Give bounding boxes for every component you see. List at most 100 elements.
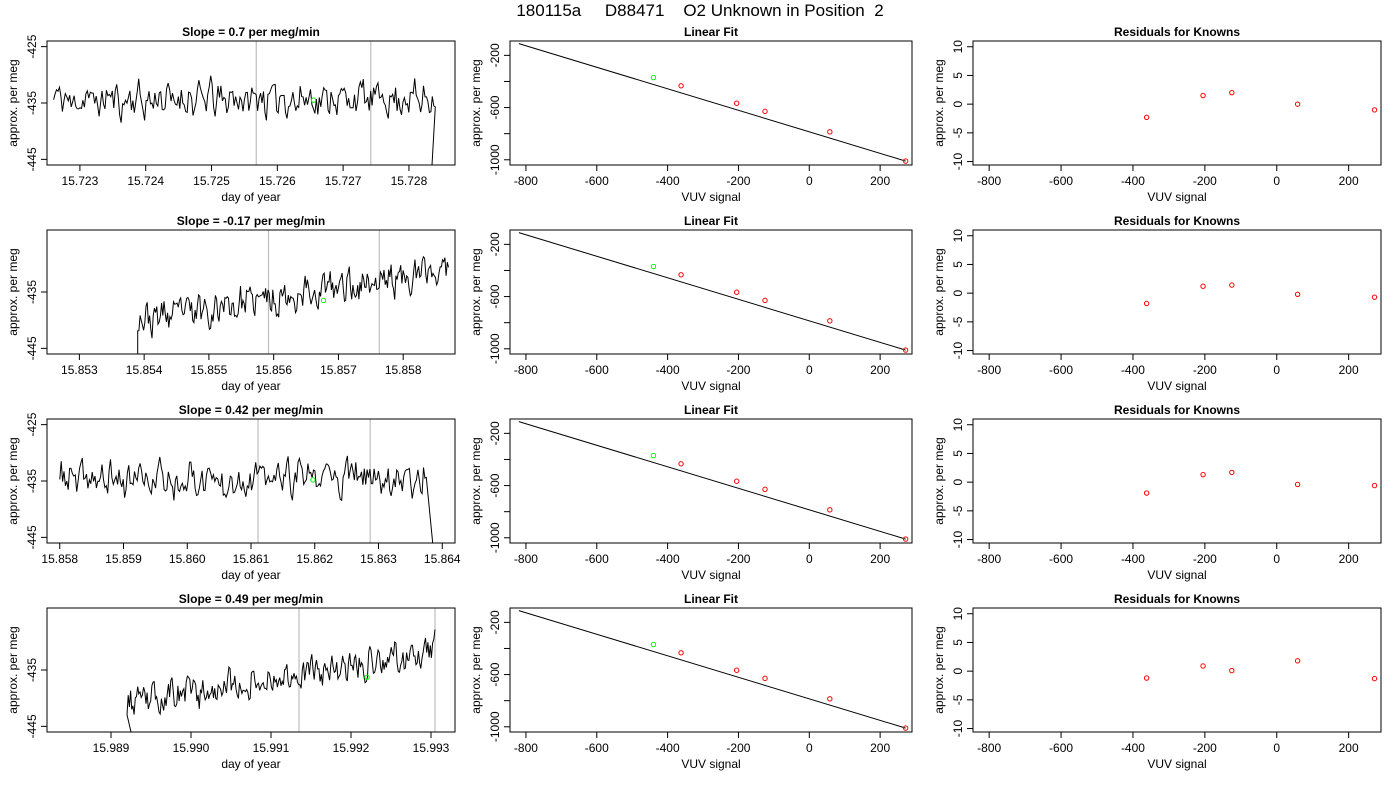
y-tick-label: -600 — [488, 284, 502, 308]
residual-point-marker — [1200, 663, 1206, 669]
plot-area — [518, 610, 909, 731]
y-tick-label: -5 — [951, 694, 965, 705]
y-tick-label: -445 — [25, 714, 39, 738]
x-axis-label: day of year — [221, 190, 280, 204]
chart-panel-time-series: Slope = -0.17 per meg/min day of year appr… — [6, 214, 456, 393]
plot-frame — [46, 418, 456, 544]
unknown-point-marker — [650, 74, 657, 81]
x-axis-label: day of year — [221, 379, 280, 393]
x-tick-label: 15.862 — [296, 552, 333, 566]
x-axis-label: day of year — [221, 568, 280, 582]
time-series-line — [53, 75, 436, 165]
chart-panel-time-series: Slope = 0.7 per meg/min day of year approx… — [6, 25, 456, 204]
x-tick-label: 15.854 — [126, 363, 163, 377]
chart-panel-residuals: Residuals for Knowns VUV signal approx. pe… — [932, 592, 1382, 771]
x-tick-label: -800 — [514, 552, 538, 566]
residual-point-marker — [1200, 471, 1206, 478]
y-axis-label: approx. per meg — [469, 437, 483, 524]
panel-title: Slope = 0.7 per meg/min — [182, 25, 320, 39]
known-point-marker — [762, 675, 768, 682]
residual-point-marker — [1294, 481, 1301, 488]
x-tick-label: -600 — [1049, 174, 1073, 188]
y-tick-label: -1000 — [488, 144, 502, 175]
x-tick-label: -200 — [1193, 552, 1217, 566]
x-tick-label: 15.990 — [173, 741, 210, 755]
y-tick-label: -1000 — [488, 333, 502, 364]
x-tick-label: -600 — [585, 741, 609, 755]
y-axis-label: approx. per meg — [932, 59, 946, 146]
residual-point-marker — [1143, 114, 1150, 121]
residual-point-marker — [1229, 282, 1235, 288]
x-tick-label: 15.858 — [41, 552, 78, 566]
panel-title: Slope = -0.17 per meg/min — [177, 214, 325, 228]
x-axis-label: VUV signal — [681, 757, 740, 771]
y-axis-label: approx. per meg — [932, 626, 946, 713]
y-tick-label: -5 — [951, 127, 965, 138]
plot-frame — [972, 229, 1382, 355]
plot-area — [59, 419, 434, 543]
y-tick-label: -5 — [951, 316, 965, 327]
unknown-point-marker — [310, 477, 316, 483]
residual-point-marker — [1294, 291, 1301, 297]
x-tick-label: 0 — [806, 363, 813, 377]
plot-area — [518, 43, 909, 164]
panel-title: Residuals for Knowns — [1114, 592, 1240, 606]
y-tick-label: -425 — [25, 412, 39, 436]
y-tick-label: -445 — [25, 336, 39, 360]
x-tick-label: -400 — [656, 363, 680, 377]
known-point-marker — [827, 696, 833, 702]
plot-frame — [46, 229, 456, 355]
x-tick-label: -400 — [656, 552, 680, 566]
x-tick-label: -800 — [514, 741, 538, 755]
y-tick-label: 5 — [951, 261, 965, 268]
x-tick-label: 200 — [1339, 552, 1359, 566]
plot-frame — [972, 418, 1382, 544]
y-tick-label: -200 — [488, 43, 502, 67]
panel-title: Slope = 0.49 per meg/min — [179, 592, 323, 606]
y-tick-label: -435 — [25, 658, 39, 682]
x-tick-label: -200 — [726, 741, 750, 755]
panel-title: Linear Fit — [684, 403, 738, 417]
plot-area — [1143, 89, 1378, 121]
x-tick-label: -400 — [1121, 552, 1145, 566]
plot-frame — [509, 607, 913, 733]
residual-point-marker — [1229, 667, 1235, 674]
x-tick-label: -200 — [726, 363, 750, 377]
x-tick-label: 0 — [1273, 741, 1280, 755]
x-tick-label: -800 — [977, 174, 1001, 188]
known-point-marker — [678, 650, 684, 656]
residual-point-marker — [1143, 490, 1150, 496]
x-tick-label: -400 — [1121, 174, 1145, 188]
y-tick-label: 10 — [951, 40, 965, 54]
x-tick-label: 0 — [1273, 552, 1280, 566]
unknown-point-marker — [320, 297, 327, 304]
x-tick-label: 200 — [1339, 174, 1359, 188]
y-tick-label: 10 — [951, 607, 965, 621]
plot-frame — [972, 40, 1382, 166]
residual-point-marker — [1371, 482, 1378, 489]
x-tick-label: -200 — [1193, 741, 1217, 755]
x-tick-label: -200 — [726, 552, 750, 566]
y-tick-label: -600 — [488, 473, 502, 497]
fit-line — [518, 610, 906, 729]
time-series-line — [126, 629, 436, 732]
chart-panel-residuals: Residuals for Knowns VUV signal approx. pe… — [932, 403, 1382, 582]
fit-line — [518, 421, 906, 540]
time-series-line — [137, 255, 449, 354]
x-tick-label: -800 — [514, 363, 538, 377]
plot-area — [1143, 658, 1378, 682]
known-point-marker — [733, 667, 740, 673]
residual-point-marker — [1371, 107, 1378, 113]
y-tick-label: 5 — [951, 72, 965, 79]
panel-title: Linear Fit — [684, 592, 738, 606]
known-point-marker — [902, 347, 909, 353]
y-tick-label: -10 — [951, 342, 965, 360]
y-tick-label: -10 — [951, 153, 965, 171]
x-tick-label: 15.857 — [320, 363, 357, 377]
plot-area — [1143, 282, 1378, 307]
known-point-marker — [678, 83, 684, 89]
known-point-marker — [902, 536, 909, 542]
y-tick-label: -435 — [25, 91, 39, 115]
